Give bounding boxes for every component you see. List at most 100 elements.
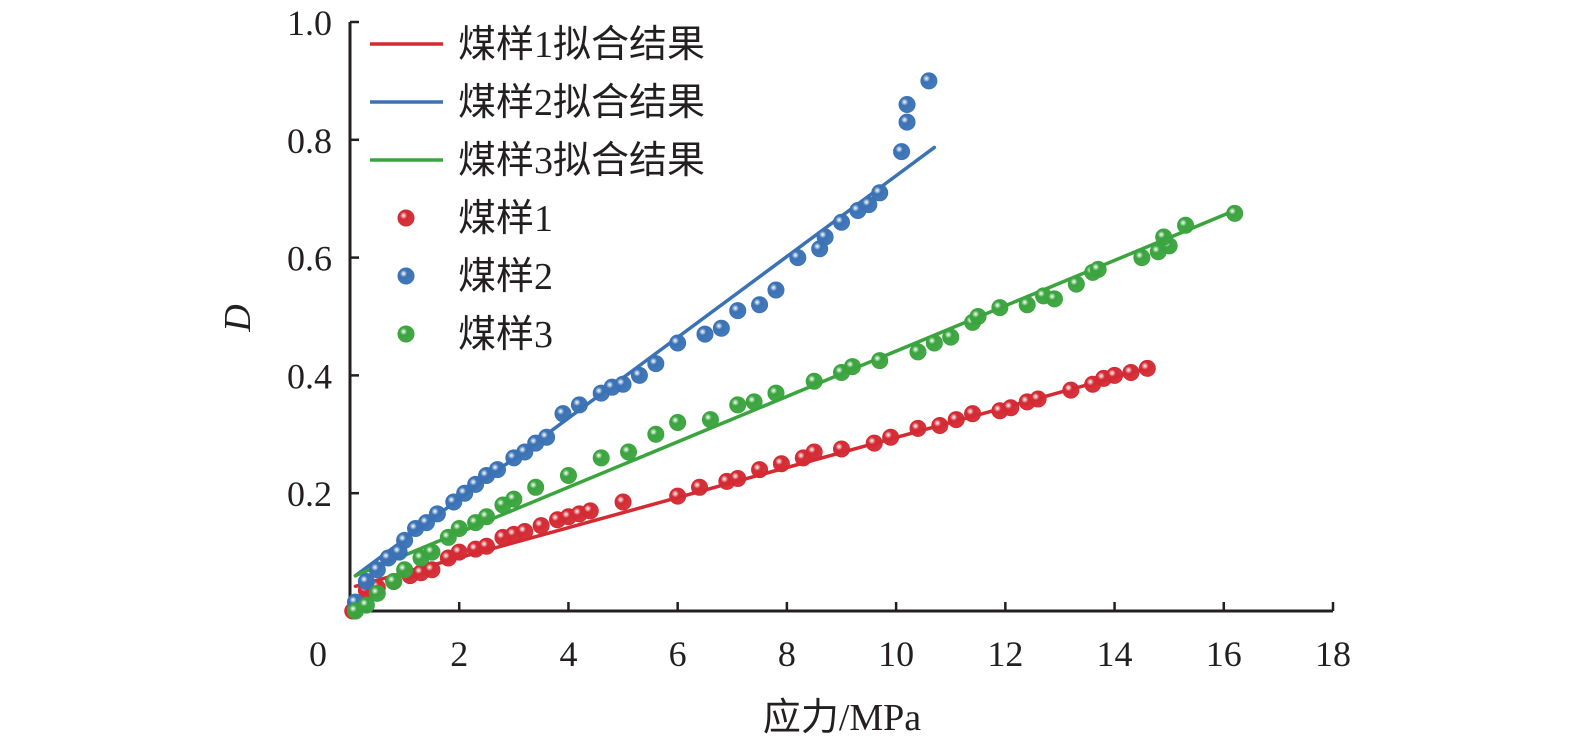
- series-3-point: [1177, 216, 1195, 234]
- series-3-point: [1155, 228, 1173, 246]
- series-1-point: [1029, 390, 1047, 408]
- series-2-point: [898, 113, 916, 131]
- series-3-point: [450, 520, 468, 538]
- series-2-point: [554, 405, 572, 423]
- series-3-point: [559, 467, 577, 485]
- series-1-point: [947, 411, 965, 429]
- x-tick-label: 10: [878, 634, 914, 674]
- series-1-point: [964, 405, 982, 423]
- y-tick-label: 0.6: [287, 239, 332, 279]
- x-tick-label: 18: [1315, 634, 1351, 674]
- series-2-point: [630, 366, 648, 384]
- y-tick-label: 0.2: [287, 474, 332, 514]
- series-3-point: [505, 490, 523, 508]
- series-1-point: [882, 428, 900, 446]
- series-3-point: [396, 561, 414, 579]
- legend-label: 煤样2: [458, 256, 553, 298]
- series-1-point: [1002, 399, 1020, 417]
- series-2-point: [767, 281, 785, 299]
- legend-marker-2: [397, 267, 415, 285]
- series-3-point: [385, 573, 403, 591]
- series-3-point: [925, 334, 943, 352]
- x-tick-label: 12: [987, 634, 1023, 674]
- series-1-point: [931, 416, 949, 434]
- legend-label: 煤样1拟合结果: [458, 24, 705, 66]
- legend-marker-1: [397, 209, 415, 227]
- x-tick-label: 6: [669, 634, 687, 674]
- series-1-point: [423, 561, 441, 579]
- series-2-point: [368, 561, 386, 579]
- x-tick-label: 14: [1097, 634, 1133, 674]
- series-2-point: [428, 505, 446, 523]
- series-3-point: [1133, 249, 1151, 267]
- y-tick-label: 0.8: [287, 121, 332, 161]
- series-1-point: [669, 487, 687, 505]
- axes: [348, 22, 1333, 613]
- series-1-point: [833, 440, 850, 458]
- series-3-point: [701, 411, 719, 429]
- series-3-point: [423, 543, 441, 561]
- x-ticks: 0 2 4 6 8 10 12 14 16 18: [309, 602, 1351, 674]
- series-1-point: [1062, 381, 1080, 399]
- series-3-point: [871, 352, 889, 370]
- series-3-point: [357, 596, 375, 614]
- series-3-point: [1226, 204, 1244, 222]
- y-tick-label: 1.0: [287, 3, 332, 43]
- x-tick-label: 0: [309, 634, 327, 674]
- series-3-point: [368, 584, 386, 602]
- series-2-point: [816, 228, 834, 246]
- x-tick-label: 8: [778, 634, 796, 674]
- series-3-point: [969, 308, 987, 325]
- series-1-point: [581, 502, 599, 520]
- series-3-point: [1067, 275, 1085, 293]
- series-2-point: [920, 72, 938, 90]
- series-1-point: [614, 493, 632, 511]
- series-2-point: [751, 296, 769, 314]
- series-3-point: [767, 384, 785, 402]
- series-2-point: [893, 143, 911, 161]
- series-1-point: [1122, 363, 1140, 381]
- series-3-point: [527, 478, 545, 496]
- series-2-point: [647, 355, 665, 373]
- legend-label: 煤样1: [458, 198, 553, 240]
- series-2-point: [614, 375, 632, 393]
- series-2-point: [833, 213, 850, 231]
- series-2-point: [898, 95, 916, 113]
- series-2-point: [860, 196, 878, 214]
- x-tick-label: 16: [1206, 634, 1242, 674]
- legend-label: 煤样3拟合结果: [458, 140, 705, 182]
- series-1-point: [1106, 366, 1124, 384]
- x-axis-title: 应力/MPa: [763, 697, 921, 739]
- legend-label: 煤样2拟合结果: [458, 82, 705, 124]
- series-3-point: [669, 414, 687, 432]
- series-1-point: [805, 443, 823, 461]
- series-3-point: [592, 449, 610, 467]
- series-3-point: [909, 343, 927, 361]
- series-2-point: [669, 334, 687, 352]
- series-3-point: [991, 299, 1009, 317]
- series-2-point: [789, 249, 807, 267]
- series-3-point: [620, 443, 638, 461]
- series-3-point: [1018, 296, 1036, 314]
- series-2-point: [538, 428, 556, 446]
- series-1-point: [450, 543, 468, 561]
- series-2-point: [729, 302, 747, 320]
- series-2-point: [570, 396, 588, 414]
- data-points: [344, 72, 1244, 620]
- x-tick-label: 4: [559, 634, 577, 674]
- series-3-point: [843, 358, 861, 376]
- series-2-point: [871, 184, 889, 202]
- series-1-point: [772, 455, 790, 473]
- y-tick-label: 0.4: [287, 356, 332, 396]
- series-2-point: [488, 461, 506, 479]
- series-2-point: [357, 573, 375, 591]
- legend-marker-3: [397, 325, 415, 343]
- x-tick-label: 2: [450, 634, 468, 674]
- series-1-point: [1138, 359, 1156, 377]
- series-1-point: [691, 478, 709, 496]
- series-1-point: [532, 517, 550, 535]
- series-1-point: [478, 537, 496, 555]
- legend-label: 煤样3: [458, 314, 553, 356]
